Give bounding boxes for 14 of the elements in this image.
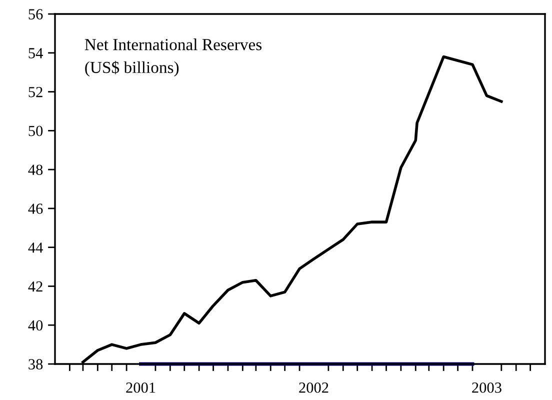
y-tick-label: 52 xyxy=(28,86,42,98)
y-tick-label: 40 xyxy=(28,320,43,331)
y-tick-label: 44 xyxy=(28,242,43,253)
y-tick-label: 48 xyxy=(28,164,43,176)
y-tick-label: 38 xyxy=(28,359,43,370)
y-tick-label: 42 xyxy=(28,281,42,292)
x-tick-label: 2001 xyxy=(126,382,156,393)
y-tick-label: 50 xyxy=(28,126,43,136)
x-tick-label: 2003 xyxy=(472,382,502,393)
y-tick-label: 56 xyxy=(28,9,43,20)
y-tick-label: 54 xyxy=(28,48,43,58)
x-tick-label: 2002 xyxy=(299,382,328,393)
text: Net International Reserves (US$ billions) xyxy=(84,38,262,76)
y-tick-label: 46 xyxy=(28,204,43,214)
